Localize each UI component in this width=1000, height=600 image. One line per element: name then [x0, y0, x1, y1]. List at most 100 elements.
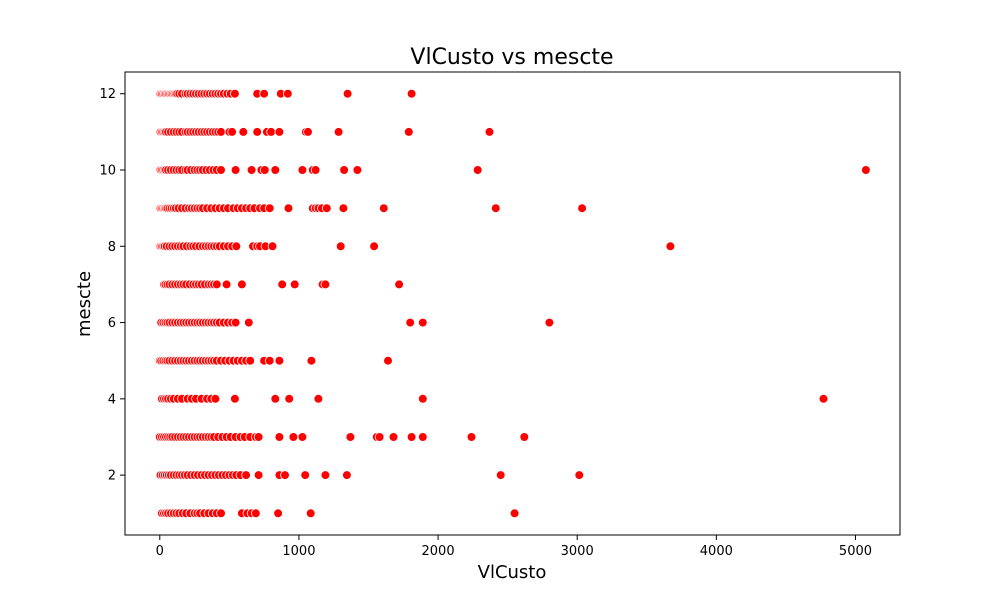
y-tick-label: 8	[108, 240, 116, 255]
data-point	[405, 317, 416, 328]
data-point	[288, 432, 299, 442]
data-point	[274, 432, 285, 442]
data-point	[283, 203, 294, 214]
x-axis-label: VlCusto	[478, 562, 547, 583]
data-point	[227, 127, 237, 137]
y-tick-label: 2	[108, 469, 116, 484]
data-point	[403, 127, 414, 137]
data-point	[266, 127, 276, 137]
data-point	[472, 165, 483, 175]
chart-title: VlCusto vs mescte	[410, 45, 613, 70]
data-point	[574, 470, 585, 480]
x-tick-label: 1000	[282, 544, 315, 559]
data-point	[321, 203, 332, 214]
data-point	[345, 432, 356, 442]
plot-frame	[124, 71, 901, 536]
data-point	[818, 393, 829, 404]
data-point	[221, 279, 232, 290]
data-point	[577, 203, 587, 214]
data-point	[383, 355, 393, 366]
data-point	[333, 127, 344, 137]
data-point	[264, 203, 275, 214]
data-point	[264, 355, 275, 366]
data-point	[339, 165, 349, 175]
data-point	[310, 165, 321, 175]
data-point	[245, 355, 256, 366]
data-point	[490, 203, 501, 214]
data-point	[216, 165, 226, 175]
data-point	[237, 279, 247, 290]
x-axis: 0 1000 2000 3000 4000 5000	[156, 535, 872, 559]
data-point	[320, 279, 331, 290]
data-point	[495, 470, 506, 480]
data-point	[394, 279, 404, 290]
data-point	[270, 393, 281, 404]
data-point	[369, 241, 379, 252]
x-tick-label: 0	[156, 544, 164, 559]
x-tick-label: 4000	[700, 544, 733, 559]
y-axis-label: mescte	[74, 271, 95, 337]
data-point	[338, 203, 349, 214]
data-point	[216, 127, 226, 137]
data-point	[267, 241, 278, 252]
data-point	[273, 508, 283, 519]
y-tick-label: 12	[99, 87, 116, 102]
data-point	[230, 317, 241, 328]
data-point	[342, 470, 352, 480]
data-point	[378, 203, 389, 214]
data-point	[251, 508, 261, 519]
data-point	[303, 127, 313, 137]
data-point	[297, 432, 308, 442]
data-point	[665, 241, 676, 252]
data-point	[238, 127, 249, 137]
data-point	[305, 508, 316, 519]
y-axis: 2 4 6 8 10 12	[99, 87, 125, 484]
data-point	[406, 88, 417, 99]
data-point	[230, 88, 240, 99]
data-point	[274, 355, 285, 366]
data-point	[280, 470, 290, 480]
data-point	[466, 432, 477, 442]
data-point	[544, 317, 555, 328]
data-point	[417, 317, 428, 328]
data-point	[252, 127, 263, 137]
data-point	[241, 470, 251, 480]
data-point	[277, 279, 288, 290]
data-point	[231, 241, 242, 252]
data-point	[230, 393, 240, 404]
data-point	[259, 88, 269, 99]
data-point	[210, 393, 221, 404]
y-tick-label: 4	[108, 392, 116, 407]
data-point	[861, 165, 871, 175]
data-point	[313, 393, 324, 404]
data-point	[244, 317, 254, 328]
data-point	[519, 432, 530, 442]
data-point	[230, 165, 241, 175]
data-point	[342, 88, 353, 99]
x-tick-label: 5000	[839, 544, 872, 559]
data-point	[509, 508, 520, 519]
data-point	[417, 432, 428, 442]
data-point	[335, 241, 346, 252]
data-point	[388, 432, 399, 442]
data-point	[300, 470, 311, 480]
data-point	[406, 432, 417, 442]
data-point	[352, 165, 363, 175]
data-point	[282, 88, 293, 99]
x-tick-label: 2000	[422, 544, 455, 559]
data-point	[274, 127, 285, 137]
x-tick-label: 3000	[561, 544, 594, 559]
data-point	[306, 355, 317, 366]
data-point	[212, 279, 222, 290]
data-point	[484, 127, 495, 137]
points-layer	[155, 88, 871, 519]
data-point	[253, 432, 264, 442]
data-point	[216, 508, 226, 519]
data-point	[284, 393, 295, 404]
data-point	[374, 432, 385, 442]
data-point	[320, 470, 331, 480]
data-point	[297, 165, 308, 175]
data-point	[289, 279, 300, 290]
